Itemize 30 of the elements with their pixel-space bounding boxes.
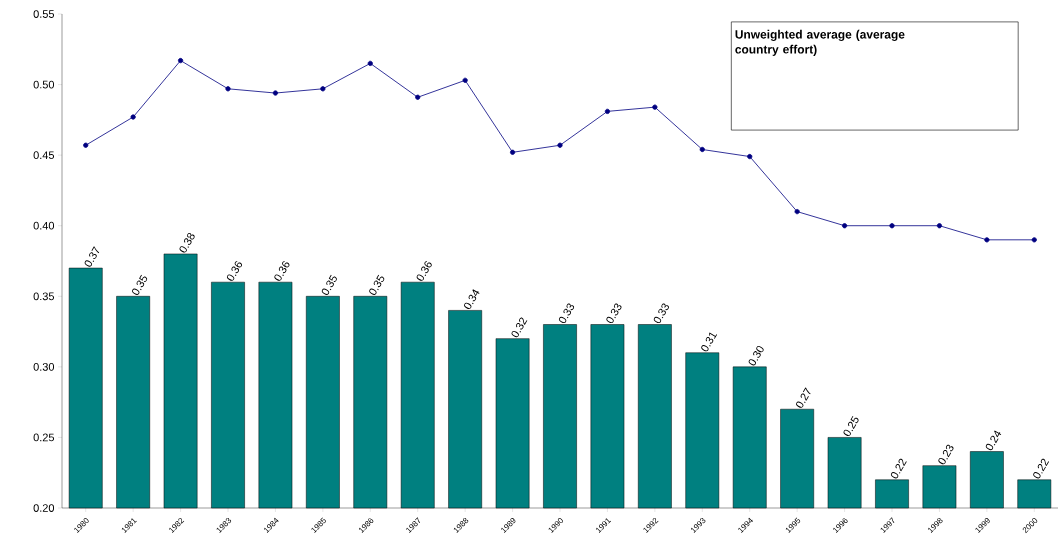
y-tick-label: 0.55 <box>33 10 55 18</box>
y-tick-label: 0.50 <box>33 80 55 89</box>
point <box>462 77 468 83</box>
point <box>794 208 800 215</box>
y-tick-label: 0.30 <box>33 362 55 371</box>
point <box>272 90 279 96</box>
point <box>1031 237 1037 243</box>
point <box>936 223 943 229</box>
point <box>841 223 848 229</box>
y-tick-label: 0.40 <box>33 221 55 230</box>
y-tick-label: 0.35 <box>33 292 55 301</box>
point <box>652 104 658 110</box>
y-tick-label: 0.25 <box>33 433 55 442</box>
y-tick-label: 0.45 <box>33 151 55 160</box>
point <box>320 86 326 92</box>
point <box>604 108 611 114</box>
point <box>699 146 705 153</box>
point <box>557 142 563 148</box>
annotation: Unweighted average (average country effort) <box>735 29 905 56</box>
point <box>177 57 184 64</box>
point <box>509 149 516 155</box>
point <box>984 237 990 243</box>
point <box>130 114 136 120</box>
point <box>83 142 89 148</box>
point <box>225 86 231 92</box>
point <box>889 223 895 229</box>
point <box>747 153 753 160</box>
y-tick-label: 0.20 <box>33 504 55 512</box>
point <box>415 94 421 100</box>
point <box>367 60 373 66</box>
